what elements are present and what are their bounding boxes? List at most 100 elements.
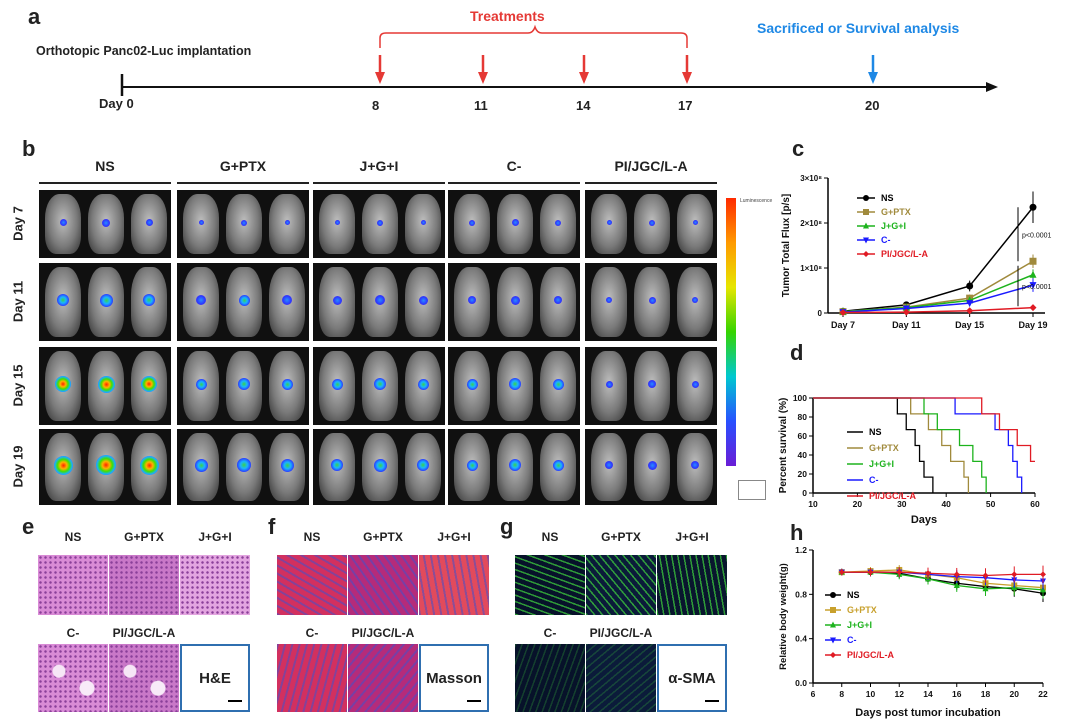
data-point: [925, 570, 931, 577]
bioluminescence-signal: [196, 295, 206, 306]
bioluminescence-signal: [331, 378, 343, 390]
histology-image: [277, 644, 347, 712]
bioluminescence-signal: [606, 297, 612, 304]
significance-label: p<0.0001: [1022, 232, 1051, 239]
histology-image: [586, 644, 656, 712]
data-point: [830, 621, 836, 628]
data-point: [839, 309, 847, 317]
histology-image: [515, 555, 585, 615]
histology-image: [277, 555, 347, 615]
x-tick-label: 20: [853, 499, 863, 509]
legend-label: PI/JGC/L-A: [869, 491, 917, 501]
y-tick-label: 100: [793, 393, 807, 403]
imaging-cell: [39, 190, 171, 258]
x-axis-label: Days post tumor incubation: [855, 707, 1001, 719]
imaging-cell: [39, 347, 171, 425]
histology-image: [109, 644, 179, 712]
bioluminescence-signal: [554, 296, 562, 305]
bioluminescence-signal: [469, 219, 475, 226]
endpoint-label: Sacrificed or Survival analysis: [757, 20, 960, 36]
y-tick-label: 2×10⁸: [800, 219, 822, 228]
bioluminescence-signal: [59, 219, 67, 227]
bioluminescence-signal: [99, 293, 113, 307]
imaging-group-underline: [39, 182, 171, 184]
bioluminescence-signal: [510, 295, 520, 305]
histology-group-label: PI/JGC/L-A: [351, 626, 415, 640]
imaging-cell: [585, 429, 717, 505]
bioluminescence-signal: [509, 459, 521, 472]
imaging-cell: [313, 190, 445, 258]
bioluminescence-signal: [649, 219, 655, 226]
data-point: [830, 652, 836, 658]
x-tick-label: Day 15: [955, 320, 984, 330]
bioluminescence-signal: [53, 455, 73, 475]
imaging-group-label: J+G+I: [359, 158, 399, 174]
legend-label: NS: [847, 590, 860, 600]
bioluminescence-signal: [334, 220, 340, 226]
data-point: [966, 282, 974, 290]
imaging-cell: [39, 263, 171, 341]
scale-bar: [228, 700, 242, 702]
histology-group-label: J+G+I: [675, 530, 709, 544]
histology-group-label: J+G+I: [437, 530, 471, 544]
bioluminescence-signal: [691, 380, 699, 388]
survival-curve: [813, 397, 1035, 463]
legend-label: G+PTX: [847, 605, 877, 615]
imaging-group-underline: [177, 182, 309, 184]
series-line: [842, 306, 1034, 314]
histology-group-label: PI/JGC/L-A: [589, 626, 653, 640]
legend-label: C-: [869, 475, 879, 485]
timeline-arrow-head: [478, 72, 488, 84]
scale-bar: [467, 700, 481, 702]
data-point: [1029, 257, 1037, 265]
imaging-row-label: Day 7: [10, 206, 26, 241]
bioluminescence-signal: [420, 220, 426, 226]
legend-label: C-: [881, 235, 891, 245]
bioluminescence-signal: [331, 459, 343, 472]
bioluminescence-signal: [377, 219, 383, 226]
bioluminescence-signal: [281, 378, 293, 390]
data-point: [982, 572, 989, 579]
histology-group-label: C-: [66, 626, 80, 640]
imaging-cell: [448, 190, 580, 258]
bioluminescence-signal: [143, 294, 155, 307]
chart-c-tumor-flux: 0 1×10⁸ 2×10⁸ 3×10⁸ Day 7 Day 11 Day 15 Day 19 T…: [781, 174, 1051, 330]
bioluminescence-signal: [691, 461, 699, 470]
timeline-arrow-head: [375, 72, 385, 84]
bioluminescence-signal: [374, 378, 386, 391]
histology-group-label: NS: [303, 530, 321, 544]
x-tick-label: 18: [981, 689, 991, 699]
y-tick-label: 80: [798, 412, 808, 422]
imaging-group-label: G+PTX: [219, 158, 267, 174]
implantation-label: Orthotopic Panc02-Luc implantation: [36, 44, 252, 58]
bioluminescence-signal: [194, 458, 208, 472]
day-14-label: 14: [576, 98, 591, 113]
imaging-cell: [313, 263, 445, 341]
scale-bar: [705, 700, 719, 702]
data-point: [1029, 282, 1037, 290]
bioluminescence-signal: [237, 458, 251, 473]
imaging-group-underline: [313, 182, 445, 184]
histology-image: [586, 555, 656, 615]
bioluminescence-signal: [282, 295, 292, 306]
survival-curve: [813, 397, 1023, 493]
timeline-arrow-head: [579, 72, 589, 84]
x-tick-label: 30: [897, 499, 907, 509]
bioluminescence-signal: [466, 378, 478, 390]
day-20-label: 20: [865, 98, 880, 113]
legend-label: NS: [881, 193, 894, 203]
bioluminescence-signal: [417, 378, 429, 390]
bioluminescence-signal: [238, 294, 250, 306]
x-tick-label: 12: [895, 689, 905, 699]
bioluminescence-signal: [141, 376, 157, 393]
x-tick-label: 22: [1038, 689, 1048, 699]
timeline-arrow-head: [868, 72, 878, 84]
x-tick-label: 10: [808, 499, 818, 509]
bioluminescence-signal: [238, 378, 250, 391]
chart-d-survival: 0 20 40 60 80 100 10 20 30 40 50 60 Days Percent surv…: [778, 393, 1040, 526]
day-17-label: 17: [678, 98, 693, 113]
bioluminescence-signal: [373, 458, 387, 472]
legend-label: G+PTX: [881, 207, 911, 217]
bioluminescence-signal: [96, 455, 116, 476]
treatments-bracket: [379, 24, 688, 48]
